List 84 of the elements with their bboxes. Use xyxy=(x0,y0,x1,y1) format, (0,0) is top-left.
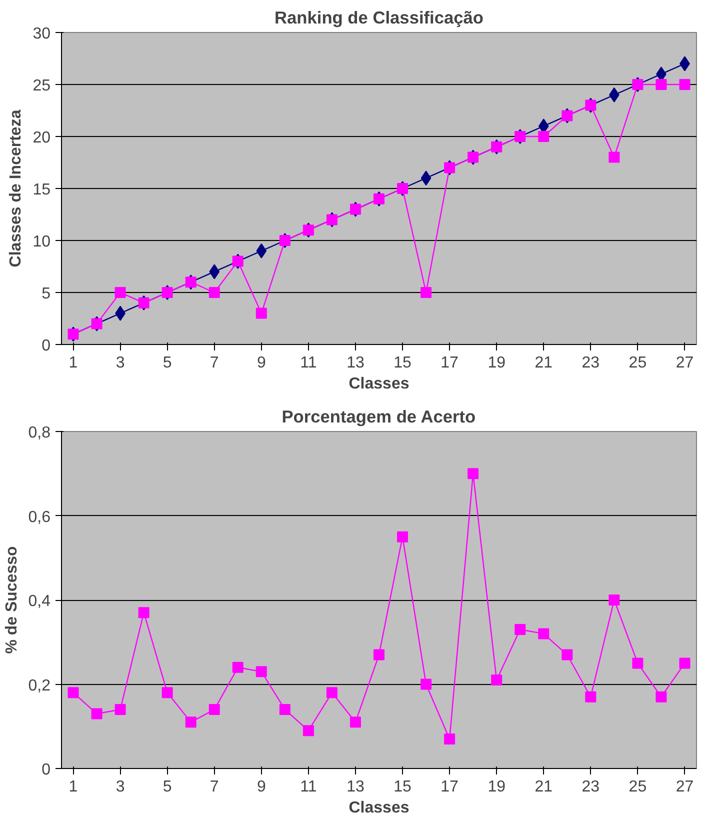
point xyxy=(656,79,667,90)
x-tick-label: 23 xyxy=(582,778,600,796)
x-tick-label: 17 xyxy=(440,778,459,796)
y-axis-title: Classes de Incerteza xyxy=(8,110,25,268)
point xyxy=(208,287,220,298)
y-tick-label: 0,6 xyxy=(28,508,51,526)
point xyxy=(514,624,526,635)
x-tick-label: 21 xyxy=(534,778,553,796)
x-tick-label: 19 xyxy=(488,354,506,372)
point xyxy=(279,704,290,716)
y-tick-label: 20 xyxy=(32,130,51,146)
y-tick-label: 0 xyxy=(42,338,51,354)
point xyxy=(138,607,150,618)
x-tick-label: 23 xyxy=(582,354,600,372)
x-tick-label: 7 xyxy=(210,778,219,796)
x-tick-label: 27 xyxy=(676,354,694,372)
point xyxy=(679,79,690,90)
point xyxy=(632,658,644,669)
x-tick-label: 5 xyxy=(162,778,172,796)
y-tick-label: 0,8 xyxy=(28,424,51,442)
x-tick-label: 7 xyxy=(210,354,219,372)
x-tick-label: 25 xyxy=(628,354,647,372)
point xyxy=(208,704,220,716)
point xyxy=(209,264,220,280)
x-axis-title: Classes xyxy=(348,800,410,816)
chart-title: Ranking de Classificação xyxy=(274,8,484,28)
point xyxy=(468,468,479,480)
x-tick-label: 9 xyxy=(256,778,266,796)
point xyxy=(185,716,196,728)
point xyxy=(420,287,432,298)
y-tick-label: 0,2 xyxy=(28,677,51,694)
x-tick-label: 27 xyxy=(676,778,694,796)
point xyxy=(608,594,620,606)
point xyxy=(114,287,126,298)
point xyxy=(302,725,314,736)
x-tick-label: 1 xyxy=(68,354,78,372)
point xyxy=(538,628,550,640)
x-tick-label: 5 xyxy=(162,354,172,372)
x-tick-label: 3 xyxy=(116,778,125,796)
point xyxy=(326,687,338,698)
y-axis-title: % de Sucesso xyxy=(3,546,20,654)
point xyxy=(91,708,102,720)
point xyxy=(256,243,267,258)
point xyxy=(679,658,690,669)
x-tick-label: 17 xyxy=(440,354,459,372)
point xyxy=(397,531,408,542)
point xyxy=(585,691,596,702)
y-tick-label: 10 xyxy=(32,234,51,250)
x-tick-label: 13 xyxy=(346,778,364,796)
x-tick-label: 25 xyxy=(628,778,647,796)
x-tick-label: 1 xyxy=(68,778,78,796)
point xyxy=(562,649,573,660)
point xyxy=(444,734,456,745)
y-tick-label: 30 xyxy=(32,26,51,42)
y-tick-label: 5 xyxy=(42,286,51,302)
point xyxy=(608,152,620,163)
x-tick-label: 15 xyxy=(394,354,412,372)
point xyxy=(68,687,79,698)
x-tick-label: 11 xyxy=(300,778,317,796)
x-tick-label: 11 xyxy=(300,354,317,372)
x-tick-label: 15 xyxy=(394,778,412,796)
point xyxy=(420,170,432,186)
point xyxy=(374,649,384,660)
point xyxy=(162,687,173,698)
x-tick-label: 19 xyxy=(488,778,506,796)
x-tick-label: 9 xyxy=(256,354,266,372)
point xyxy=(420,678,432,690)
point xyxy=(114,704,126,716)
point xyxy=(256,308,267,319)
point xyxy=(350,716,361,728)
point xyxy=(656,691,667,702)
y-tick-label: 0 xyxy=(42,762,51,778)
point xyxy=(538,131,550,142)
point xyxy=(232,662,244,673)
x-tick-label: 21 xyxy=(534,354,553,372)
y-tick-label: 0,4 xyxy=(28,593,51,610)
chart-title: Porcentagem de Acerto xyxy=(282,406,476,426)
y-tick-label: 25 xyxy=(32,78,51,94)
point xyxy=(491,674,502,686)
y-tick-label: 15 xyxy=(32,182,51,198)
x-tick-label: 13 xyxy=(346,354,364,372)
x-tick-label: 3 xyxy=(116,354,125,372)
x-axis-title: Classes xyxy=(348,376,410,392)
point xyxy=(256,666,267,678)
